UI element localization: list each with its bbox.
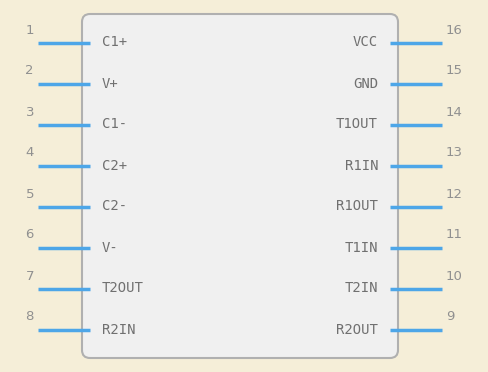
Text: R1IN: R1IN — [345, 158, 378, 173]
Text: R1OUT: R1OUT — [336, 199, 378, 214]
Text: C1-: C1- — [102, 118, 127, 131]
Text: 8: 8 — [26, 311, 34, 324]
Text: 7: 7 — [25, 269, 34, 282]
Text: 14: 14 — [446, 106, 463, 119]
Text: 13: 13 — [446, 147, 463, 160]
Text: 10: 10 — [446, 269, 463, 282]
FancyBboxPatch shape — [82, 14, 398, 358]
Text: C2+: C2+ — [102, 158, 127, 173]
Text: 6: 6 — [26, 228, 34, 241]
Text: 3: 3 — [25, 106, 34, 119]
Text: T2IN: T2IN — [345, 282, 378, 295]
Text: C2-: C2- — [102, 199, 127, 214]
Text: 11: 11 — [446, 228, 463, 241]
Text: R2IN: R2IN — [102, 323, 136, 337]
Text: 2: 2 — [25, 64, 34, 77]
Text: 1: 1 — [25, 23, 34, 36]
Text: V+: V+ — [102, 77, 119, 90]
Text: GND: GND — [353, 77, 378, 90]
Text: T1IN: T1IN — [345, 241, 378, 254]
Text: T1OUT: T1OUT — [336, 118, 378, 131]
Text: 16: 16 — [446, 23, 463, 36]
Text: 15: 15 — [446, 64, 463, 77]
Text: 4: 4 — [26, 147, 34, 160]
Text: T2OUT: T2OUT — [102, 282, 144, 295]
Text: C1+: C1+ — [102, 35, 127, 49]
Text: R2OUT: R2OUT — [336, 323, 378, 337]
Text: 9: 9 — [446, 311, 454, 324]
Text: 5: 5 — [25, 187, 34, 201]
Text: V-: V- — [102, 241, 119, 254]
Text: 12: 12 — [446, 187, 463, 201]
Text: VCC: VCC — [353, 35, 378, 49]
